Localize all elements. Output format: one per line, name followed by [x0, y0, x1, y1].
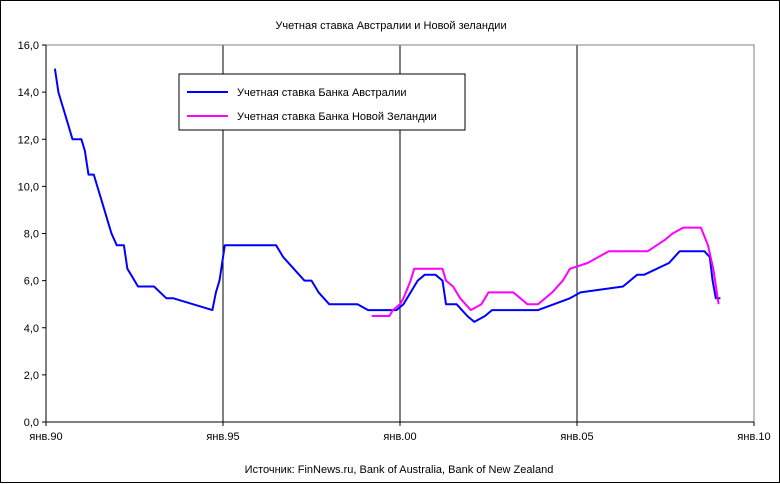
y-axis: 0,0 2,0 4,0 6,0 8,0 10,0 12,0 14,0 16,0 — [18, 40, 47, 429]
x-tick-label: янв.95 — [206, 431, 239, 443]
y-tick-label: 2,0 — [24, 370, 39, 382]
chart-title: Учетная ставка Австралии и Новой зеланди… — [275, 20, 506, 32]
y-tick-label: 12,0 — [18, 134, 39, 146]
y-tick-label: 6,0 — [24, 276, 39, 288]
y-tick-label: 10,0 — [18, 181, 39, 193]
x-tick-label: янв.00 — [383, 431, 416, 443]
y-tick-label: 8,0 — [24, 229, 39, 241]
legend-label-australia: Учетная ставка Банка Австралии — [237, 87, 407, 99]
series-line-new-zealand — [371, 226, 720, 317]
y-tick-label: 14,0 — [18, 87, 39, 99]
legend-label-new-zealand: Учетная ставка Банка Новой Зеландии — [237, 111, 437, 123]
source-note: Источник: FinNews.ru, Bank of Australia,… — [245, 464, 554, 476]
y-tick-label: 0,0 — [24, 417, 39, 429]
y-tick-label: 4,0 — [24, 323, 39, 335]
legend: Учетная ставка Банка Австралии Учетная с… — [178, 73, 466, 131]
x-axis: янв.90 янв.95 янв.00 янв.05 янв.10 — [29, 421, 771, 443]
legend-box — [178, 73, 466, 131]
x-tick-label: янв.05 — [560, 431, 593, 443]
x-tick-label: янв.90 — [29, 431, 62, 443]
series-lines — [53, 68, 721, 323]
y-tick-label: 16,0 — [18, 40, 39, 52]
series-line-australia — [53, 68, 721, 323]
x-tick-label: янв.10 — [737, 431, 770, 443]
